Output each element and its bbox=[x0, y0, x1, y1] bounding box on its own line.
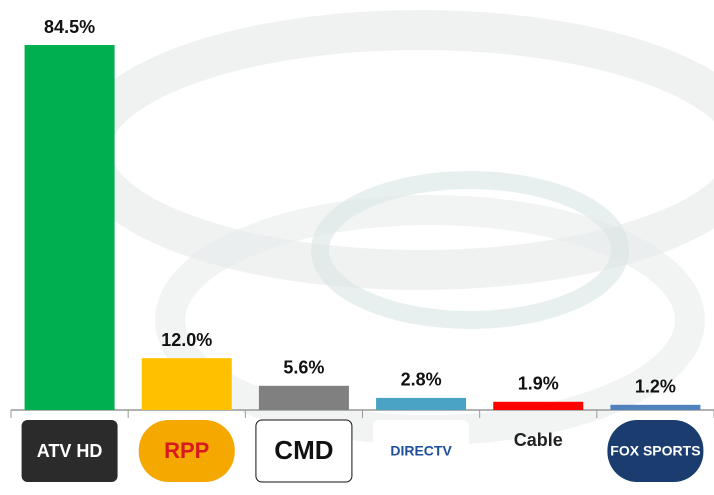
bar bbox=[610, 404, 701, 410]
category-label: ATV HD bbox=[37, 441, 103, 461]
bar bbox=[258, 385, 349, 410]
category-label: Cable bbox=[514, 430, 563, 450]
category-label: CMD bbox=[274, 435, 333, 465]
category-logo bbox=[138, 420, 235, 482]
category-logo bbox=[255, 419, 353, 483]
value-label: 12.0% bbox=[161, 330, 212, 350]
category-label: DIRECTV bbox=[390, 443, 452, 459]
value-label: 5.6% bbox=[283, 358, 324, 378]
category-label: FOX SPORTS bbox=[610, 443, 700, 459]
category-logo bbox=[373, 420, 470, 482]
value-label: 84.5% bbox=[44, 17, 95, 37]
value-label: 2.8% bbox=[401, 370, 442, 390]
category-logo bbox=[607, 420, 704, 482]
value-label: 1.2% bbox=[635, 377, 676, 397]
category-label: RPP bbox=[164, 438, 209, 463]
bar bbox=[376, 397, 467, 410]
bar bbox=[24, 45, 115, 410]
category-logo bbox=[21, 420, 118, 482]
bar bbox=[141, 358, 232, 410]
bar bbox=[493, 401, 584, 410]
value-label: 1.9% bbox=[518, 374, 559, 394]
